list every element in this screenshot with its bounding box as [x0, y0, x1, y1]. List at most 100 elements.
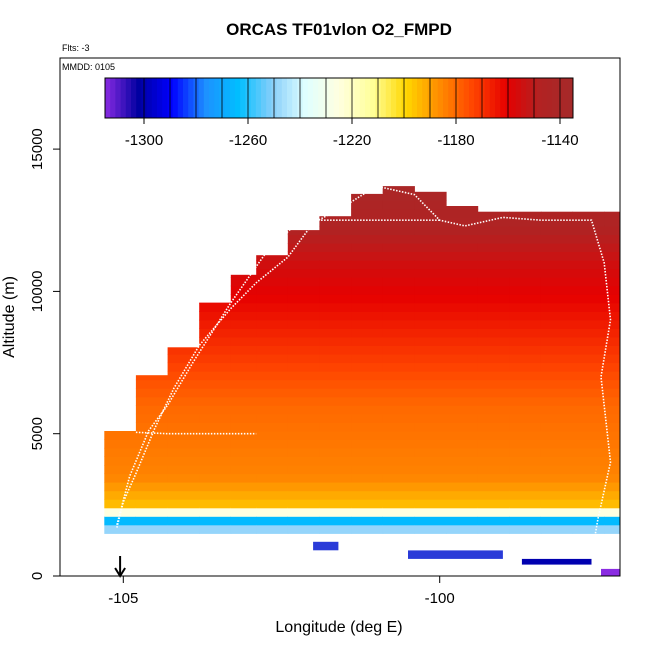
heatmap-cell [446, 430, 479, 440]
heatmap-cell [256, 447, 289, 457]
heatmap-cell [382, 251, 415, 261]
heatmap-cell [230, 345, 257, 355]
colorbar-swatch [526, 78, 532, 118]
heatmap-cell [230, 277, 257, 287]
heatmap-cell [540, 294, 574, 304]
heatmap-cell [414, 396, 447, 406]
heatmap-cell [382, 328, 415, 338]
heatmap-cell [104, 456, 137, 466]
heatmap-cell [509, 345, 542, 355]
heatmap-cell [446, 268, 479, 278]
heatmap-cell [446, 447, 479, 457]
heatmap-cell [256, 371, 289, 381]
heatmap-cell [572, 328, 605, 338]
heatmap-cell [414, 422, 447, 432]
heatmap-cell [287, 328, 320, 338]
heatmap-cell [351, 405, 384, 415]
heatmap-cell [382, 447, 415, 457]
heatmap-cell [604, 311, 620, 321]
heatmap-cell [572, 413, 605, 423]
heatmap-cell [104, 499, 137, 509]
colorbar-swatch [380, 78, 387, 118]
y-tick-label: 15000 [29, 128, 46, 170]
colorbar-swatch [229, 78, 236, 118]
heatmap-cell [477, 422, 510, 432]
heatmap-cell [477, 473, 510, 483]
heatmap-cell [414, 345, 447, 355]
heatmap-cell [382, 260, 415, 270]
heatmap-cell [167, 490, 200, 500]
colorbar-swatch [255, 78, 262, 118]
heatmap-cell [319, 430, 352, 440]
heatmap-cell [446, 319, 479, 329]
heatmap-cell [477, 277, 510, 287]
colorbar-swatch [437, 78, 444, 118]
heatmap-cell [414, 302, 447, 312]
heatmap-cell [414, 234, 447, 244]
heatmap-cell [287, 319, 320, 329]
colorbar-swatch [224, 78, 231, 118]
heatmap-cell [199, 371, 232, 381]
heatmap-cell [199, 379, 232, 389]
heatmap-cell [572, 499, 605, 509]
heatmap-cell [199, 328, 232, 338]
heatmap-cell [477, 379, 510, 389]
heatmap-cell [104, 431, 137, 440]
heatmap-cell [414, 208, 447, 218]
heatmap-cell [509, 354, 542, 364]
heatmap-cell [382, 319, 415, 329]
heatmap-cell [167, 362, 200, 372]
heatmap-cell [540, 422, 574, 432]
heatmap-cell [256, 396, 289, 406]
heatmap-cell [414, 277, 447, 287]
heatmap-cell [135, 405, 169, 415]
heatmap-cell [230, 285, 257, 295]
heatmap-cell [446, 208, 479, 218]
heatmap-cell [572, 379, 605, 389]
heatmap-cell [319, 362, 352, 372]
heatmap-cell [167, 465, 200, 475]
heatmap-cell [382, 234, 415, 244]
heatmap-cell [135, 490, 169, 500]
colorbar-swatch [151, 78, 158, 118]
heatmap-cell [319, 473, 352, 483]
heatmap-cell [256, 490, 289, 500]
heatmap-cell [572, 490, 605, 500]
heatmap-cell [414, 336, 447, 346]
heatmap-cell [199, 516, 232, 526]
colorbar-swatch [120, 78, 127, 118]
heatmap-cell [167, 413, 200, 423]
heatmap-cell [604, 499, 620, 509]
heatmap-cell [351, 208, 384, 218]
colorbar-swatch [396, 78, 402, 118]
heatmap-cell [351, 336, 384, 346]
heatmap-cell [540, 251, 574, 261]
heatmap-cell [540, 456, 574, 466]
heatmap-cell [382, 294, 415, 304]
heatmap-cell [230, 524, 257, 534]
colorbar-swatch [328, 78, 335, 118]
colorbar-swatch [489, 78, 496, 118]
heatmap-cell [230, 473, 257, 483]
heatmap-cell [446, 465, 479, 475]
heatmap-cell [287, 251, 320, 261]
heatmap-cell [230, 490, 257, 500]
heatmap-cell [446, 482, 479, 492]
heatmap-cell [572, 302, 605, 312]
heatmap-cell [604, 251, 620, 261]
heatmap-cell [477, 430, 510, 440]
heatmap-cell [604, 413, 620, 423]
heatmap-cell [230, 396, 257, 406]
heatmap-cell [287, 311, 320, 321]
heatmap-cell [540, 516, 574, 526]
heatmap-cell [446, 439, 479, 449]
x-axis-label: Longitude (deg E) [275, 619, 402, 636]
heatmap-cell [414, 243, 447, 253]
heatmap-cell [319, 439, 352, 449]
colorbar-swatch [443, 78, 449, 118]
heatmap-cell [414, 439, 447, 449]
heatmap-cell [414, 217, 447, 227]
heatmap-cell [167, 439, 200, 449]
heatmap-cell [351, 285, 384, 295]
heatmap-cell [604, 379, 620, 389]
